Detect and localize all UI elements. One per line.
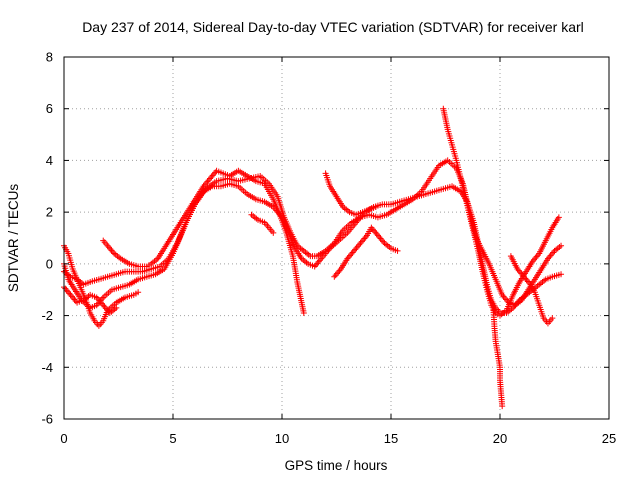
x-tick-label: 0 <box>60 431 67 446</box>
data-point <box>533 253 540 260</box>
data-point <box>68 293 75 300</box>
data-point <box>547 252 554 259</box>
data-point <box>361 235 368 242</box>
data-point <box>350 247 357 254</box>
x-tick-label: 20 <box>493 431 507 446</box>
axis-ticks: 0 5 10 15 20 25 -6 -4 -2 0 2 4 6 8 <box>41 50 616 447</box>
data-point <box>532 255 539 262</box>
data-point <box>98 300 105 307</box>
x-tick-label: 15 <box>384 431 398 446</box>
y-tick-label: 8 <box>46 50 53 65</box>
data-point <box>300 309 307 316</box>
data-point <box>555 214 562 221</box>
data-point <box>212 169 219 176</box>
y-axis-label: SDTVAR / TECUs <box>6 184 21 293</box>
y-tick-label: 0 <box>46 256 53 271</box>
data-point <box>70 294 77 301</box>
data-point <box>352 246 359 253</box>
data-point <box>354 243 361 250</box>
y-tick-label: -6 <box>41 412 53 427</box>
data-point <box>549 315 556 322</box>
data-point <box>105 244 112 251</box>
data-point <box>208 173 215 180</box>
data-point <box>332 272 339 279</box>
data-point <box>67 291 74 298</box>
data-point <box>207 175 214 182</box>
y-tick-label: -4 <box>41 360 53 375</box>
data-point <box>64 288 71 295</box>
x-tick-label: 5 <box>169 431 176 446</box>
data-point <box>517 269 524 276</box>
x-tick-label: 25 <box>602 431 616 446</box>
data-point <box>377 235 384 242</box>
x-axis-label: GPS time / hours <box>285 458 388 473</box>
data-point <box>72 298 79 305</box>
data-point <box>358 238 365 245</box>
data-point <box>360 237 367 244</box>
data-point <box>347 252 354 259</box>
data-point <box>313 261 320 268</box>
data-point <box>209 172 216 179</box>
data-point <box>96 297 103 304</box>
data-point <box>353 244 360 251</box>
data-point <box>331 273 338 280</box>
data-point <box>333 270 340 277</box>
data-point <box>316 257 323 264</box>
data-point <box>372 203 379 210</box>
x-tick-label: 10 <box>275 431 289 446</box>
data-point <box>63 287 70 294</box>
data-point <box>558 242 565 249</box>
data-point <box>499 403 506 410</box>
data-point <box>378 237 385 244</box>
data-point <box>394 247 401 254</box>
y-tick-label: 2 <box>46 205 53 220</box>
data-point <box>348 251 355 258</box>
data-point <box>66 290 73 297</box>
data-point <box>503 296 510 303</box>
data-point <box>62 285 69 292</box>
data-point <box>335 269 342 276</box>
data-point <box>270 229 277 236</box>
y-tick-label: 6 <box>46 101 53 116</box>
data-point <box>135 289 142 296</box>
data-point <box>109 248 116 255</box>
data-point <box>501 294 508 301</box>
data-point <box>372 229 379 236</box>
data-points <box>61 105 565 410</box>
data-point <box>356 241 363 248</box>
y-tick-label: -2 <box>41 308 53 323</box>
data-point <box>376 233 383 240</box>
data-point <box>373 230 380 237</box>
grid <box>64 57 609 419</box>
data-point <box>97 299 104 306</box>
data-point <box>108 247 115 254</box>
data-point <box>374 232 381 239</box>
data-point <box>107 245 114 252</box>
plot-frame <box>63 56 610 420</box>
data-point <box>357 240 364 247</box>
data-point <box>349 249 356 256</box>
data-point <box>523 276 530 283</box>
data-point <box>524 278 531 285</box>
data-point <box>370 227 377 234</box>
data-point <box>550 249 557 256</box>
chart-title: Day 237 of 2014, Sidereal Day-to-day VTE… <box>82 19 584 35</box>
data-point <box>113 304 120 311</box>
data-point <box>380 238 387 245</box>
data-point <box>100 302 107 309</box>
data-point <box>558 271 565 278</box>
y-tick-label: 4 <box>46 153 53 168</box>
data-point <box>548 251 555 258</box>
